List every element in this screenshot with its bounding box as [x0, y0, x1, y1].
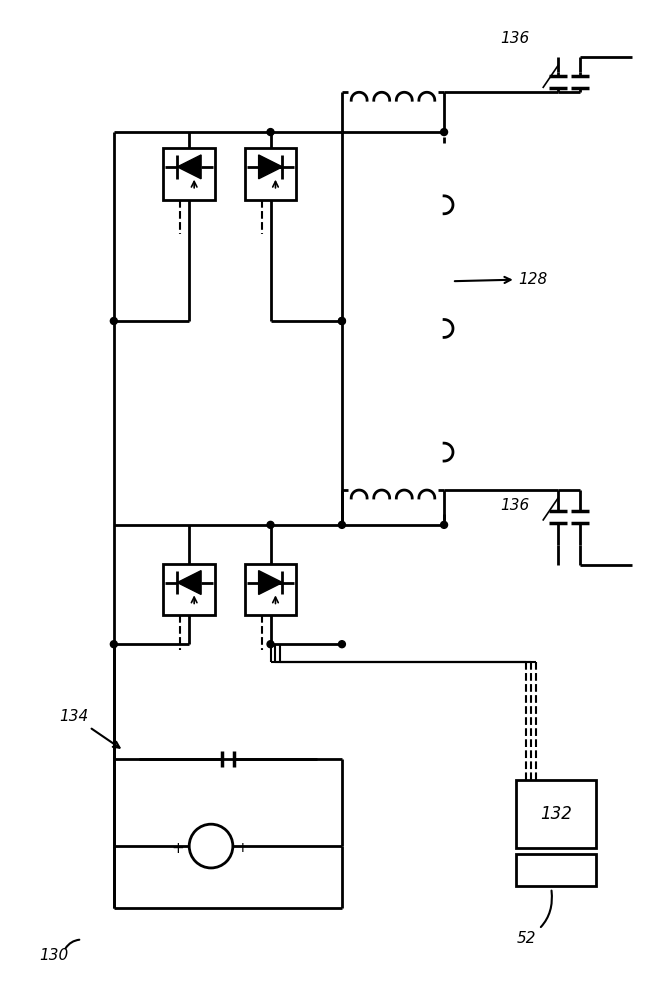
- Text: +: +: [171, 841, 184, 856]
- Circle shape: [267, 129, 274, 136]
- Text: 136: 136: [501, 31, 530, 46]
- Bar: [164, 564, 215, 615]
- Bar: [164, 148, 215, 200]
- Text: 134: 134: [60, 709, 120, 748]
- Circle shape: [338, 318, 345, 324]
- Circle shape: [267, 641, 274, 648]
- Bar: [245, 148, 297, 200]
- Circle shape: [338, 641, 345, 648]
- Circle shape: [338, 521, 345, 528]
- Text: 136: 136: [501, 498, 530, 513]
- Text: 52: 52: [517, 891, 552, 946]
- Bar: [245, 564, 297, 615]
- Circle shape: [110, 318, 117, 324]
- Polygon shape: [178, 155, 201, 179]
- Polygon shape: [259, 155, 283, 179]
- Circle shape: [267, 521, 274, 528]
- Text: 130: 130: [40, 948, 69, 963]
- Bar: [517, 780, 596, 848]
- Bar: [517, 854, 596, 886]
- Polygon shape: [178, 571, 201, 594]
- Circle shape: [441, 521, 448, 528]
- Text: I: I: [241, 842, 245, 855]
- Circle shape: [441, 129, 448, 136]
- Circle shape: [110, 641, 117, 648]
- Text: 132: 132: [540, 805, 572, 823]
- Circle shape: [338, 318, 345, 324]
- Polygon shape: [259, 571, 283, 594]
- Text: 128: 128: [455, 272, 548, 287]
